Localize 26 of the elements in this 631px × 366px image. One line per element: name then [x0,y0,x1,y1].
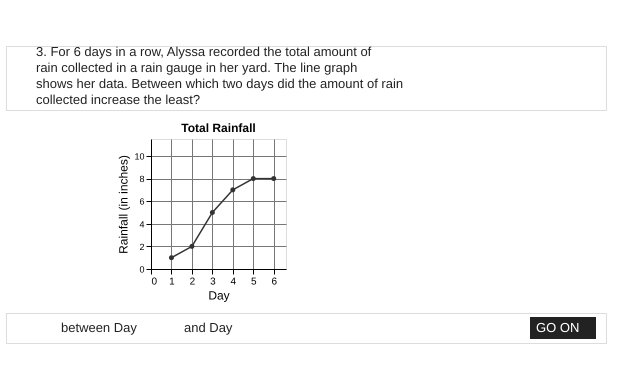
y-tick-label: 2 [139,242,144,252]
chart-title: Total Rainfall [181,121,256,135]
point [271,176,276,182]
x-tick-label: 0 [152,276,158,288]
point [189,244,194,249]
text: and Day [184,320,233,335]
x-tick-label: 4 [230,276,237,288]
point [250,176,256,182]
text: 3. For 6 days in a row, Alyssa recorded the total amount of rain collected in a rain gauge in her yard. The line graph shows her data. Between which two days did the amount of rain collected increase the least? [36,44,404,107]
y-tick-label: 0 [139,264,144,274]
y-tick-label: 8 [139,174,144,184]
x-tick-label: 1 [169,276,176,288]
point [210,210,215,215]
x-tick-label: 3 [210,276,216,288]
x-tick-label: 6 [271,276,278,288]
x-tick-label: 2 [190,276,196,288]
x-axis-title: Day [208,288,230,302]
x-tick-label: 5 [250,276,257,288]
point [168,255,174,260]
text: between Day [61,320,138,335]
point [230,187,236,192]
y-tick-label: 4 [139,219,144,230]
text: GO ON [536,320,580,335]
y-tick-label: 6 [139,196,144,207]
y-tick-label: 10 [134,151,144,162]
y-axis-title: Rainfall (in inches) [116,155,130,254]
